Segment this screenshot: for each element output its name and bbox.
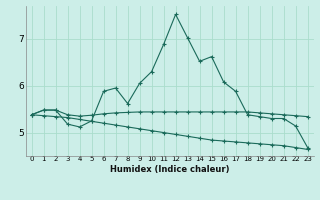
X-axis label: Humidex (Indice chaleur): Humidex (Indice chaleur) bbox=[110, 165, 229, 174]
